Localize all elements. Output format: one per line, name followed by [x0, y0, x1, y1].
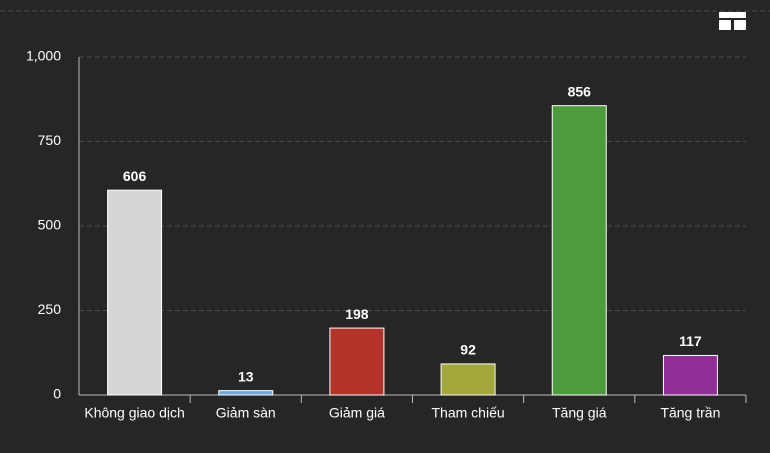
icon-part: [719, 20, 731, 30]
x-tick-label: Không giao dịch: [84, 405, 184, 421]
value-label: 13: [238, 368, 254, 384]
bar: [329, 327, 385, 396]
value-label: 92: [460, 342, 476, 358]
icon-part: [719, 12, 746, 18]
bar: [107, 189, 163, 396]
icon-part: [734, 20, 746, 30]
x-tick-label: Tăng giá: [552, 405, 607, 421]
y-tick-label: 250: [38, 301, 62, 317]
value-label: 198: [345, 306, 369, 322]
x-tick-label: Giảm giá: [329, 405, 385, 421]
bar: [440, 363, 496, 396]
x-tick-label: Tham chiếu: [432, 405, 505, 421]
x-tick-label: Giảm sàn: [216, 405, 276, 421]
bar: [662, 354, 718, 396]
value-label: 606: [123, 168, 147, 184]
value-label: 856: [568, 83, 592, 99]
bar: [551, 105, 607, 396]
layout-icon[interactable]: [719, 12, 746, 30]
y-tick-label: 500: [38, 217, 62, 233]
y-tick-label: 0: [53, 386, 61, 402]
x-tick-label: Tăng trần: [660, 405, 720, 421]
y-tick-label: 1,000: [26, 48, 61, 64]
bar: [218, 390, 274, 396]
value-label: 117: [679, 333, 702, 349]
y-tick-label: 750: [38, 132, 62, 148]
